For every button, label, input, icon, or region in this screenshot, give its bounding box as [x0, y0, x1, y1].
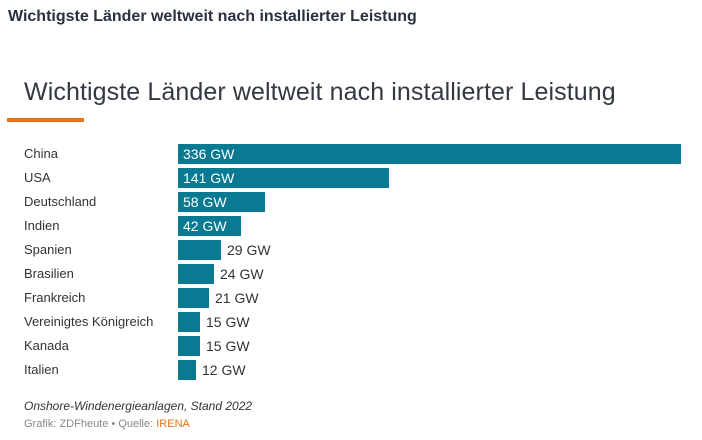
bar-chart: China 336 GW USA 141 GW Deutschland 58 GW Indi…: [24, 144, 681, 380]
category-label: Indien: [24, 218, 60, 233]
category-label: Brasilien: [24, 266, 74, 281]
bar: [178, 336, 200, 356]
page-heading: Wichtigste Länder weltweit nach installi…: [8, 8, 417, 25]
value-label: 141 GW: [183, 170, 235, 186]
category-label: China: [24, 146, 58, 161]
bar: [178, 288, 209, 308]
value-label: 24 GW: [220, 266, 264, 282]
value-label: 58 GW: [183, 194, 227, 210]
bar: [178, 264, 214, 284]
value-label: 15 GW: [206, 338, 250, 354]
title-underline: [7, 118, 84, 122]
credit-prefix: Grafik: ZDFheute • Quelle:: [24, 418, 157, 430]
category-label: Spanien: [24, 242, 72, 257]
value-label: 15 GW: [206, 314, 250, 330]
source-link[interactable]: IRENA: [156, 418, 190, 430]
bar: [178, 360, 196, 380]
value-label: 12 GW: [202, 362, 246, 378]
chart-subtitle: Onshore-Windenergieanlagen, Stand 2022: [24, 399, 253, 413]
value-label: 21 GW: [215, 290, 259, 306]
category-label: Deutschland: [24, 194, 97, 209]
chart-title: Wichtigste Länder weltweit nach installi…: [24, 78, 616, 106]
bar: [178, 144, 681, 164]
value-label: 29 GW: [227, 242, 271, 258]
category-label: Vereinigtes Königreich: [24, 314, 154, 329]
value-label: 42 GW: [183, 218, 227, 234]
category-label: Italien: [24, 362, 59, 377]
bar: [178, 192, 265, 212]
category-label: Kanada: [24, 338, 69, 353]
bar: [178, 216, 241, 236]
category-label: USA: [24, 170, 51, 185]
chart-credit: Grafik: ZDFheute • Quelle: IRENA: [24, 418, 190, 430]
bar: [178, 168, 389, 188]
bar: [178, 312, 200, 332]
category-label: Frankreich: [24, 290, 86, 305]
bar: [178, 240, 221, 260]
value-label: 336 GW: [183, 146, 235, 162]
